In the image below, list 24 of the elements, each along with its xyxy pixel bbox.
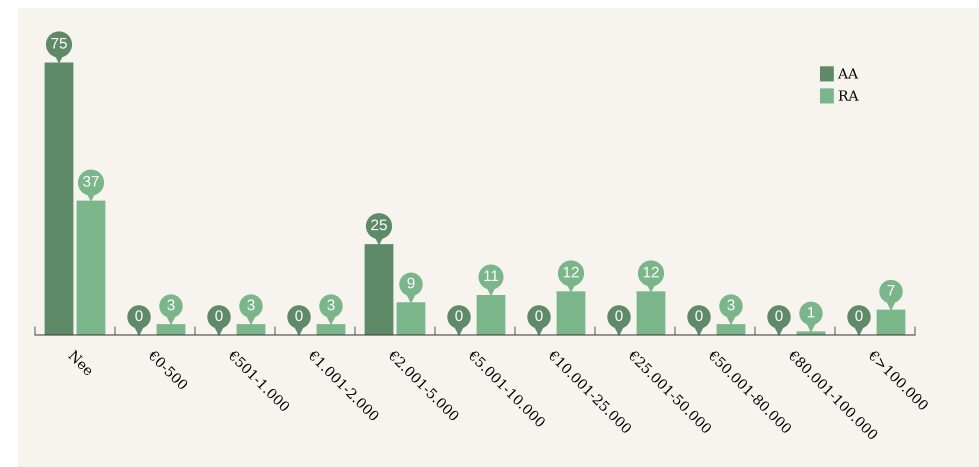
data-label: 3	[327, 299, 335, 310]
data-label: 0	[775, 310, 783, 322]
data-label: 12	[644, 266, 659, 278]
data-label: 0	[695, 310, 703, 322]
data-label: 0	[615, 310, 623, 322]
data-label: 9	[407, 278, 415, 288]
data-label: 75	[51, 38, 67, 49]
data-label: 12	[564, 266, 579, 278]
data-label: 1	[808, 306, 815, 318]
data-label: 0	[135, 310, 143, 322]
legend-label: RA	[838, 90, 859, 101]
data-label: 0	[855, 310, 863, 322]
data-label: 0	[455, 310, 463, 322]
data-label: 0	[215, 310, 223, 322]
data-label: 3	[247, 299, 255, 310]
data-label: 11	[484, 270, 498, 281]
data-label: 7	[888, 285, 894, 296]
data-label: 3	[167, 299, 175, 310]
data-label: 25	[371, 219, 387, 230]
data-label: 37	[83, 176, 99, 187]
data-label: 0	[535, 310, 543, 322]
data-label: 3	[727, 299, 735, 310]
data-label: 0	[295, 310, 303, 322]
legend-label: AA	[838, 68, 858, 78]
